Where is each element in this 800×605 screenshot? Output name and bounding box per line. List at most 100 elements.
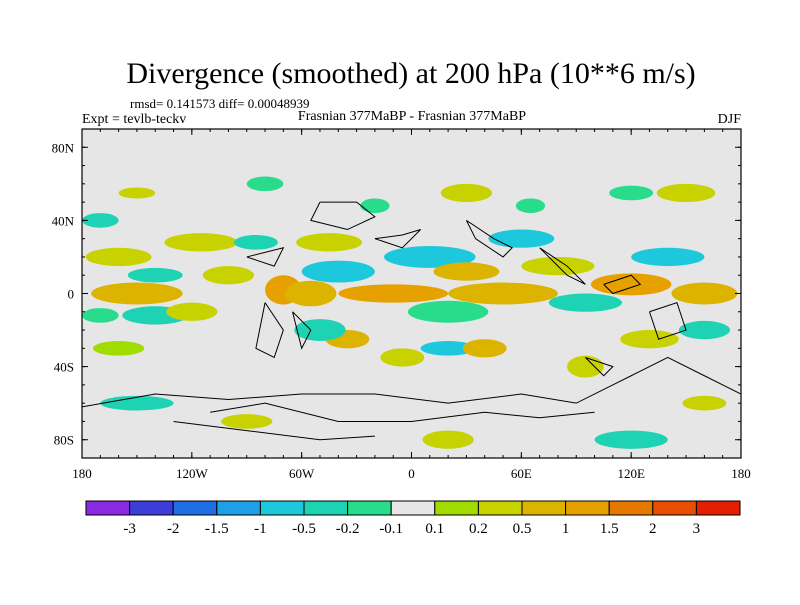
field-patch-42 [422, 430, 474, 449]
field-patch-34 [567, 355, 604, 378]
colorbar-label-1: -2 [167, 521, 180, 537]
field-patch-29 [590, 273, 672, 296]
colorbar-swatch-14 [695, 500, 741, 516]
field-patch-30 [631, 247, 705, 267]
colorbar-swatch-8 [434, 500, 479, 516]
coastline-1 [374, 229, 422, 249]
colorbar-swatch-9 [477, 500, 523, 516]
x-tick-label-5: 120E [617, 466, 645, 481]
field-patch-15 [294, 319, 346, 342]
colorbar-swatch-6 [347, 500, 392, 516]
field-layer [82, 176, 738, 449]
field-patch-7 [202, 266, 255, 285]
coastline-5 [648, 302, 687, 340]
field-patch-19 [433, 262, 500, 281]
field-patch-12 [296, 233, 363, 252]
field-patch-26 [515, 198, 546, 214]
stats-label: rmsd= 0.141573 diff= 0.00048939 [130, 96, 309, 111]
field-patch-28 [548, 293, 623, 312]
field-patch-41 [100, 395, 174, 411]
x-tick-label-4: 60E [511, 466, 532, 481]
field-patch-24 [448, 282, 558, 305]
field-patch-2 [127, 267, 183, 283]
colorbar-label-9: 0.5 [513, 521, 532, 537]
field-patch-9 [233, 235, 278, 250]
colorbar-label-7: 0.1 [425, 521, 444, 537]
field-patch-16 [360, 198, 390, 214]
field-patch-1 [91, 282, 183, 305]
coastline-7 [210, 402, 595, 422]
y-tick-label-1: 40N [52, 213, 75, 228]
colorbar: -3 -2 -1.5 -1 -0.5 -0.2 -0.1 0.1 0.2 0.5 1 1.5 2 3 [85, 500, 741, 537]
colorbar-label-2: -1.5 [205, 521, 229, 537]
coastline-layer [82, 201, 741, 441]
x-tick-label-0: 180 [72, 466, 92, 481]
coastline-11 [246, 247, 285, 267]
field-patch-20 [407, 300, 489, 323]
x-axis: 180 120W 60W 0 60E 120E 180 [72, 129, 751, 481]
y-tick-label-3: 40S [54, 360, 74, 375]
field-patch-17 [338, 284, 449, 303]
field-patch-38 [246, 176, 284, 192]
field-patch-21 [380, 348, 425, 367]
colorbar-label-0: -3 [123, 521, 136, 537]
field-patch-43 [594, 430, 668, 449]
colorbar-swatch-7 [390, 500, 436, 516]
field-patch-36 [609, 185, 654, 201]
y-tick-label-4: 80S [54, 433, 74, 448]
colorbar-label-4: -0.5 [292, 521, 316, 537]
coastline-9 [255, 302, 284, 359]
colorbar-swatch-10 [521, 500, 567, 516]
colorbar-swatch-0 [85, 500, 131, 516]
coastline-3 [539, 247, 586, 285]
x-tick-label-3: 0 [408, 466, 415, 481]
x-tick-label-6: 180 [731, 466, 751, 481]
colorbar-label-10: 1 [562, 521, 570, 537]
x-tick-label-1: 120W [176, 466, 209, 481]
field-patch-4 [82, 308, 119, 323]
coastline-6 [82, 356, 741, 408]
coastline-10 [292, 311, 312, 350]
subtitle-label: Frasnian 377MaBP - Frasnian 377MaBP [298, 109, 526, 124]
colorbar-label-12: 2 [649, 521, 657, 537]
colorbar-label-5: -0.2 [336, 521, 360, 537]
y-tick-label-0: 80N [52, 140, 75, 155]
field-patch-37 [440, 183, 493, 203]
field-patch-40 [82, 213, 119, 228]
coastline-12 [585, 356, 614, 377]
field-patch-45 [221, 414, 273, 429]
colorbar-swatch-13 [652, 500, 697, 516]
field-patch-33 [620, 330, 679, 349]
y-axis: 80N 40N 0 40S 80S [52, 128, 741, 459]
y-tick-label-2: 0 [68, 287, 75, 302]
field-patch-5 [92, 341, 145, 356]
coastline-4 [603, 274, 642, 295]
field-patch-8 [164, 233, 238, 252]
colorbar-swatch-5 [303, 500, 349, 516]
field-patch-44 [682, 395, 727, 411]
colorbar-label-11: 1.5 [600, 521, 619, 537]
field-patch-31 [671, 282, 738, 305]
field-patch-32 [678, 320, 731, 340]
colorbar-swatch-2 [172, 500, 218, 516]
coastline-2 [465, 219, 514, 258]
field-patch-22 [420, 341, 476, 356]
colorbar-label-6: -0.1 [379, 521, 403, 537]
season-label: DJF [718, 112, 742, 127]
field-patch-13 [301, 260, 375, 283]
field-patch-6 [166, 302, 218, 321]
colorbar-swatch-1 [129, 500, 174, 516]
field-patch-35 [656, 183, 716, 203]
colorbar-swatch-3 [216, 500, 261, 516]
colorbar-label-8: 0.2 [469, 521, 488, 537]
field-patch-39 [118, 187, 156, 199]
chart-title: Divergence (smoothed) at 200 hPa (10**6 … [126, 57, 695, 90]
coastline-8 [173, 420, 375, 441]
colorbar-label-13: 3 [693, 521, 701, 537]
coastline-0 [310, 201, 376, 231]
field-patch-0 [85, 247, 152, 267]
colorbar-swatch-4 [259, 500, 305, 516]
field-patch-11 [285, 280, 337, 307]
field-patch-25 [488, 229, 555, 248]
